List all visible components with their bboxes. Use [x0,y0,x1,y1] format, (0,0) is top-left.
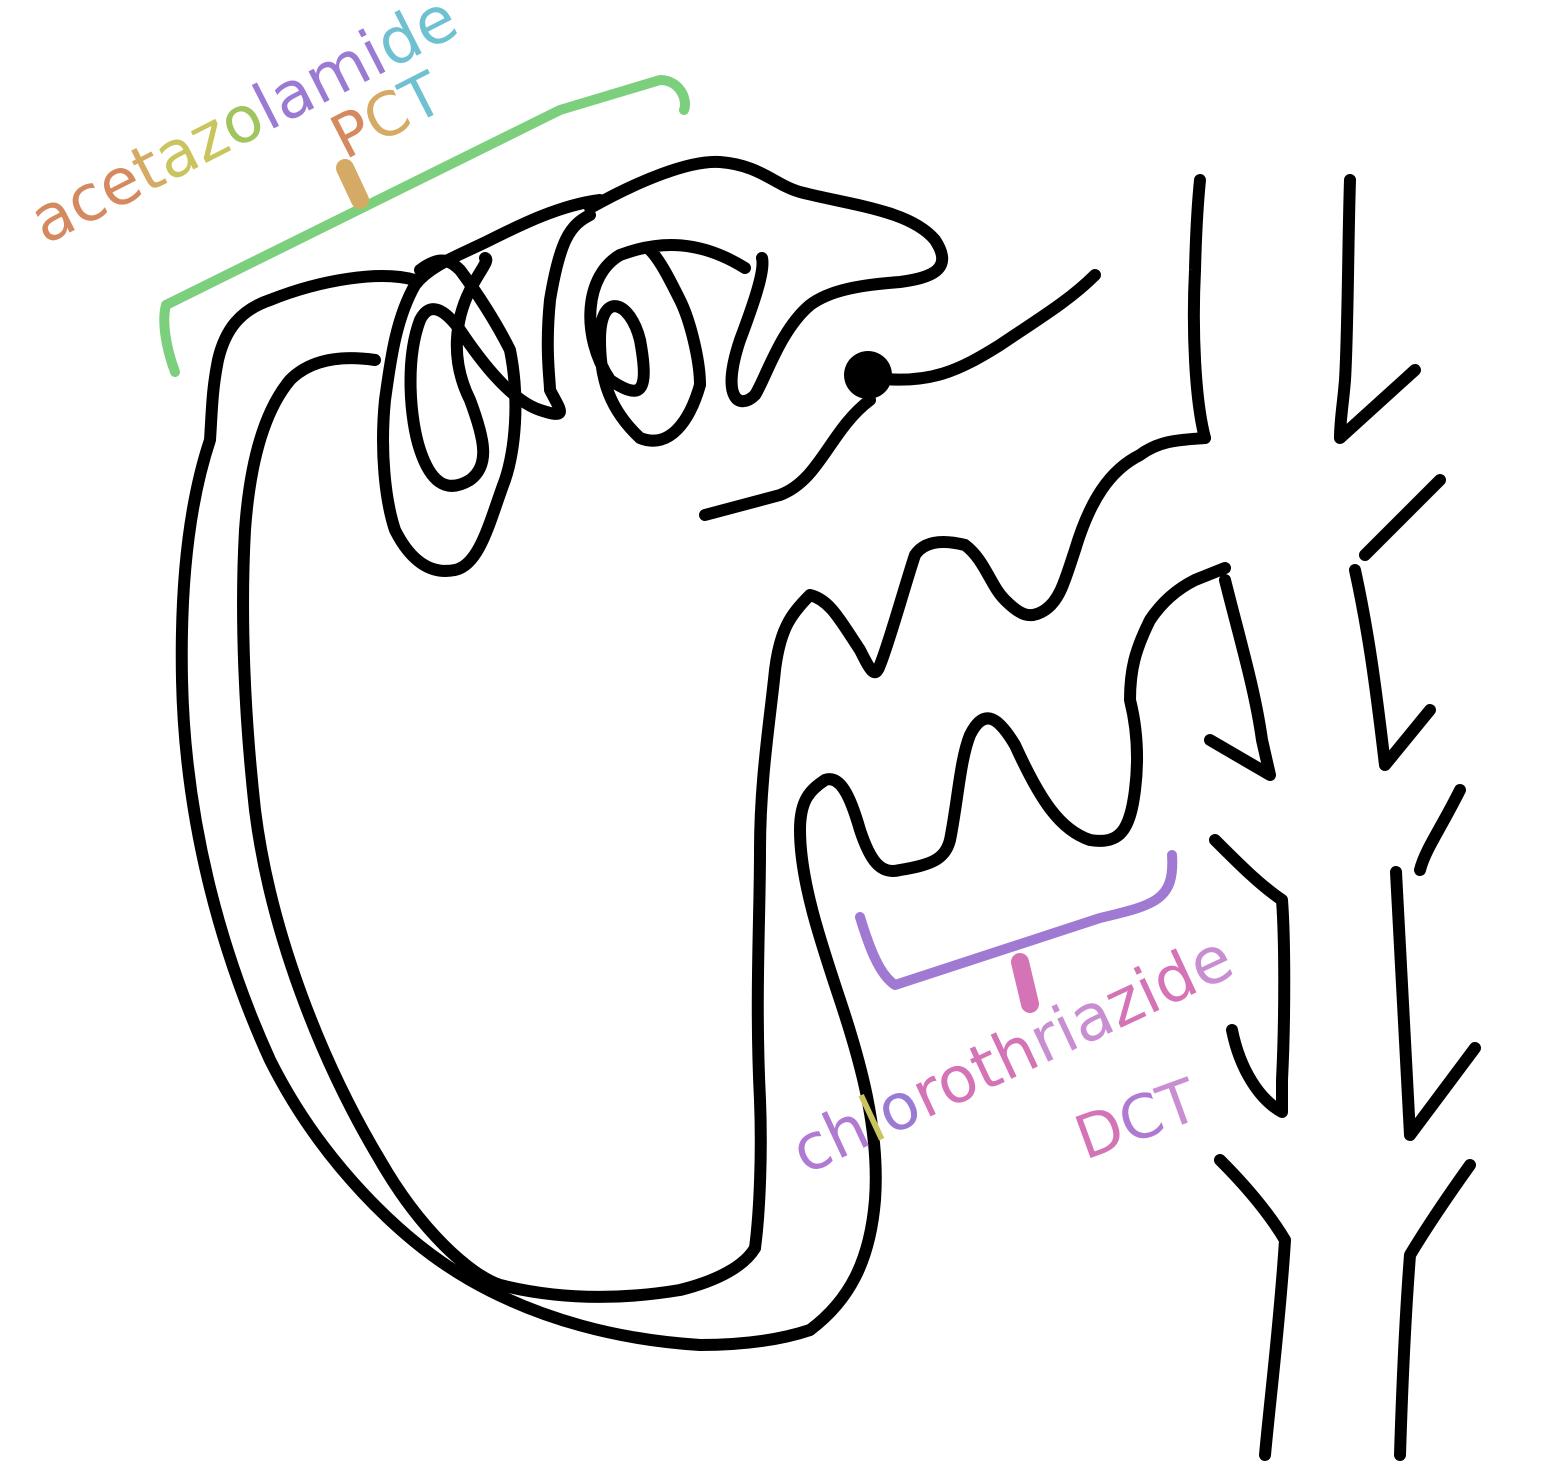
collecting-duct-segment-2-right [1390,784,1481,1141]
glomerulus-dot [844,351,892,399]
tubule-exit [869,269,1101,386]
collecting-duct-segment-1-right [1349,474,1446,771]
collecting-duct-segment-3-right [1394,1159,1476,1461]
collecting-duct-right-upper [1334,174,1421,444]
bowman-capsule-outer [699,394,876,521]
nephron-outline [175,155,1481,1461]
bowman-capsule-top [584,155,948,408]
pct-label-group: acetazolamide PCT [19,0,470,259]
dct-segment-label: DCT [1066,1066,1208,1175]
collecting-duct-segment-1-left [1204,574,1276,781]
pct-coil-2 [404,209,596,492]
dct-upper [749,432,1211,1254]
pct-bracket-tick [336,159,369,209]
pct-coil-3 [584,239,751,447]
pct-coil-1 [377,194,606,577]
loop-of-henle-inner [237,352,761,1303]
dct-bracket [855,850,1178,1013]
dct-bracket-line [855,850,1178,990]
collecting-duct-left-upper [1187,174,1211,444]
pct-bracket [159,75,690,377]
ascending-limb [794,562,1231,1336]
loop-of-henle-outer [175,270,816,1351]
collecting-duct-segment-3-left [1214,1154,1291,1461]
collecting-duct-segment-2-left [1209,834,1291,1118]
dct-bracket-tick [1011,953,1039,1013]
